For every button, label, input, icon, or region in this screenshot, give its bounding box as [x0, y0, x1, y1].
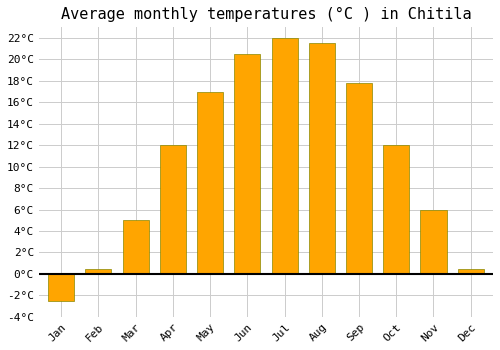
Title: Average monthly temperatures (°C ) in Chitila: Average monthly temperatures (°C ) in Ch… [60, 7, 471, 22]
Bar [272, 38, 297, 274]
Bar [383, 145, 409, 274]
Bar [308, 43, 335, 274]
Bar [122, 220, 148, 274]
Bar [420, 210, 446, 274]
Bar [86, 268, 112, 274]
Bar [458, 268, 483, 274]
Bar [197, 92, 223, 274]
Bar [160, 145, 186, 274]
Bar [346, 83, 372, 274]
Bar [48, 274, 74, 301]
Bar [234, 54, 260, 274]
